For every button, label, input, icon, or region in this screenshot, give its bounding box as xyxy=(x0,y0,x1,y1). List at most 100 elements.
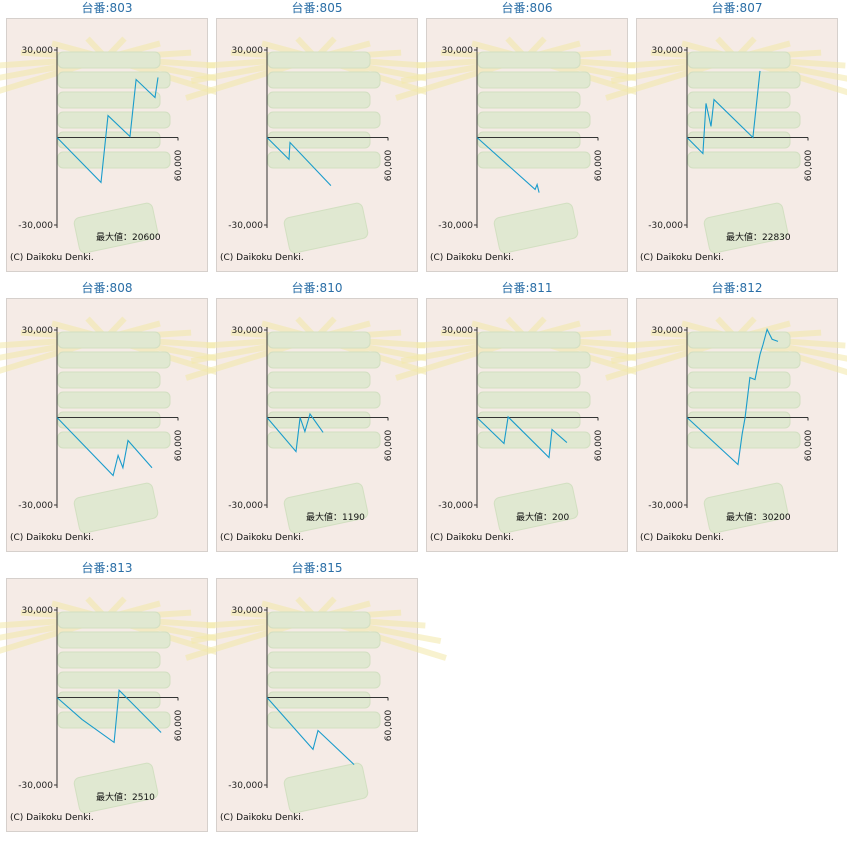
tray xyxy=(267,391,381,409)
tray xyxy=(687,331,791,349)
tray xyxy=(267,711,381,729)
background-art xyxy=(395,36,657,254)
tray xyxy=(477,411,581,429)
y-tick-label: 30,000 xyxy=(22,326,54,336)
copyright: (C) Daikoku Denki. xyxy=(220,533,304,543)
tray xyxy=(687,411,791,429)
tray-bottom xyxy=(283,482,369,534)
x-tick-label: 60,000 xyxy=(594,429,604,461)
y-tick-label: -30,000 xyxy=(18,781,53,791)
tray xyxy=(267,691,371,709)
tray xyxy=(57,651,161,669)
y-tick-label: -30,000 xyxy=(228,221,263,231)
chart-panel: 30,000 -30,000 60,000 最大値：30200(C) Daikoku … xyxy=(605,298,847,552)
tray xyxy=(267,651,371,669)
chart-panel: 30,000 -30,000 60,000 最大値：1190(C) Daikoku D… xyxy=(185,298,447,552)
chart-title: 台番:810 xyxy=(292,280,343,295)
max-value-label: 最大値：20600 xyxy=(96,231,161,243)
chart-panel: 30,000 -30,000 60,000 (C) Daikoku Denki. xyxy=(185,578,447,832)
chart-panel: 30,000 -30,000 60,000 (C) Daikoku Denki. xyxy=(395,18,657,272)
tray xyxy=(267,671,381,689)
tray xyxy=(267,411,371,429)
tray xyxy=(477,391,591,409)
max-value-label: 最大値：1190 xyxy=(306,511,365,523)
max-value-label: 最大値：200 xyxy=(516,511,569,523)
copyright: (C) Daikoku Denki. xyxy=(10,253,94,263)
copyright: (C) Daikoku Denki. xyxy=(220,253,304,263)
tray xyxy=(267,51,371,69)
tray xyxy=(57,671,171,689)
background-art xyxy=(395,316,657,534)
tray xyxy=(57,371,161,389)
tray xyxy=(57,111,171,129)
tray xyxy=(687,151,801,169)
tray xyxy=(267,131,371,149)
tray xyxy=(477,51,581,69)
tray xyxy=(687,51,791,69)
tray xyxy=(57,151,171,169)
tray xyxy=(57,51,161,69)
tray-bottom xyxy=(283,762,369,814)
tray xyxy=(477,131,581,149)
tray xyxy=(57,131,161,149)
chart-title: 台番:811 xyxy=(502,280,553,295)
tray xyxy=(267,611,371,629)
tray xyxy=(267,151,381,169)
y-tick-label: 30,000 xyxy=(22,606,54,616)
x-tick-label: 60,000 xyxy=(804,149,814,181)
tray-bottom xyxy=(493,202,579,254)
max-value-label: 最大値：30200 xyxy=(726,511,791,523)
x-tick-label: 60,000 xyxy=(594,149,604,181)
copyright: (C) Daikoku Denki. xyxy=(640,253,724,263)
tray xyxy=(477,71,591,89)
chart-title: 台番:803 xyxy=(82,0,133,15)
chart-panel: 30,000 -30,000 60,000 (C) Daikoku Denki. xyxy=(0,298,237,552)
max-value-label: 最大値：2510 xyxy=(96,791,155,803)
chart-panel: 30,000 -30,000 60,000 最大値：20600(C) Daikoku … xyxy=(0,18,237,272)
background-art xyxy=(0,316,237,534)
chart-panel: 30,000 -30,000 60,000 (C) Daikoku Denki. xyxy=(185,18,447,272)
tray xyxy=(57,631,171,649)
x-tick-label: 60,000 xyxy=(174,709,184,741)
data-line xyxy=(476,415,568,459)
tray xyxy=(57,411,161,429)
tray xyxy=(687,371,791,389)
copyright: (C) Daikoku Denki. xyxy=(430,533,514,543)
data-line xyxy=(266,697,355,765)
y-tick-label: -30,000 xyxy=(438,221,473,231)
y-tick-label: 30,000 xyxy=(442,46,474,56)
data-line xyxy=(686,327,779,466)
chart-panel: 30,000 -30,000 60,000 最大値：22830(C) Daikoku … xyxy=(605,18,847,272)
chart-title: 台番:807 xyxy=(712,0,763,15)
tray xyxy=(267,91,371,109)
chart-title: 台番:815 xyxy=(292,560,343,575)
x-tick-label: 60,000 xyxy=(384,149,394,181)
tray xyxy=(267,71,381,89)
y-tick-label: 30,000 xyxy=(652,46,684,56)
data-line xyxy=(686,70,761,155)
chart-panel: 30,000 -30,000 60,000 最大値：200(C) Daikoku De… xyxy=(395,298,657,552)
x-tick-label: 60,000 xyxy=(174,149,184,181)
data-line xyxy=(266,412,324,453)
tray xyxy=(267,111,381,129)
chart-title: 台番:805 xyxy=(292,0,343,15)
background-art xyxy=(605,36,847,254)
tray xyxy=(687,391,801,409)
tray xyxy=(687,91,791,109)
tray-bottom xyxy=(283,202,369,254)
y-tick-label: 30,000 xyxy=(652,326,684,336)
x-tick-label: 60,000 xyxy=(384,429,394,461)
tray-bottom xyxy=(73,762,159,814)
tray xyxy=(57,351,171,369)
tray xyxy=(57,711,171,729)
tray xyxy=(57,611,161,629)
tray xyxy=(267,351,381,369)
y-tick-label: 30,000 xyxy=(442,326,474,336)
x-tick-label: 60,000 xyxy=(384,709,394,741)
background-art xyxy=(0,596,237,814)
y-tick-label: 30,000 xyxy=(232,46,264,56)
tray-bottom xyxy=(73,482,159,534)
tray xyxy=(687,351,801,369)
y-tick-label: 30,000 xyxy=(232,326,264,336)
y-tick-label: -30,000 xyxy=(648,501,683,511)
